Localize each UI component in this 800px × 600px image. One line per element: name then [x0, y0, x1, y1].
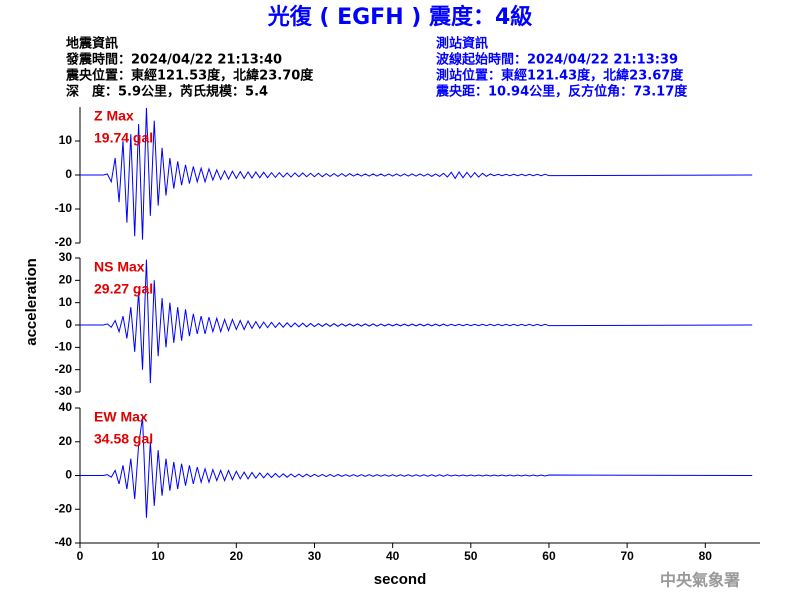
info-left: 深 度：5.9公里，芮氏規模：5.4: [66, 84, 268, 100]
waveform: [80, 107, 753, 240]
x-tick-label: 30: [308, 549, 322, 563]
y-tick-label: -10: [55, 201, 73, 215]
info-left: 震央位置：東經121.53度，北緯23.70度: [65, 68, 314, 84]
y-tick-label: 0: [65, 317, 72, 331]
x-tick-label: 0: [77, 549, 84, 563]
y-tick-label: -20: [55, 501, 73, 515]
y-tick-label: -40: [55, 535, 73, 549]
info-left: 地震資訊: [66, 36, 118, 52]
y-tick-label: -30: [55, 384, 73, 398]
footer: 中央氣象署: [660, 571, 740, 590]
x-tick-label: 80: [699, 549, 713, 563]
x-tick-label: 10: [151, 549, 165, 563]
y-tick-label: 10: [59, 133, 73, 147]
annotation: NS Max: [94, 259, 145, 275]
waveform: [80, 417, 753, 518]
x-tick-label: 40: [386, 549, 400, 563]
info-right: 測站位置：東經121.43度，北緯23.67度: [436, 68, 684, 84]
y-tick-label: 30: [59, 250, 73, 264]
annotation: EW Max: [94, 409, 148, 425]
y-tick-label: 10: [59, 295, 73, 309]
x-tick-label: 70: [620, 549, 634, 563]
title: 光復 ( EGFH ) 震度：4級: [267, 4, 533, 30]
y-tick-label: 40: [59, 400, 73, 414]
y-tick-label: 20: [59, 273, 73, 287]
y-axis-label: acceleration: [23, 258, 40, 346]
y-tick-label: 0: [65, 167, 72, 181]
y-tick-label: 0: [65, 468, 72, 482]
info-right: 震央距：10.94公里，反方位角：73.17度: [435, 84, 688, 100]
info-right: 波線起始時間：2024/04/22 21:13:39: [436, 52, 678, 68]
x-tick-label: 50: [464, 549, 478, 563]
waveform: [80, 259, 753, 384]
info-left: 發震時間：2024/04/22 21:13:40: [65, 52, 282, 68]
x-tick-label: 20: [230, 549, 244, 563]
x-tick-label: 60: [542, 549, 556, 563]
annotation: 34.58 gal: [94, 431, 153, 447]
y-tick-label: -20: [55, 362, 73, 376]
annotation: 19.74 gal: [94, 130, 153, 146]
y-tick-label: -20: [55, 235, 73, 249]
annotation: 29.27 gal: [94, 281, 153, 297]
info-right: 測站資訊: [436, 36, 488, 52]
annotation: Z Max: [94, 108, 134, 124]
y-tick-label: -10: [55, 340, 73, 354]
y-tick-label: 20: [59, 434, 73, 448]
x-axis-label: second: [374, 571, 427, 588]
